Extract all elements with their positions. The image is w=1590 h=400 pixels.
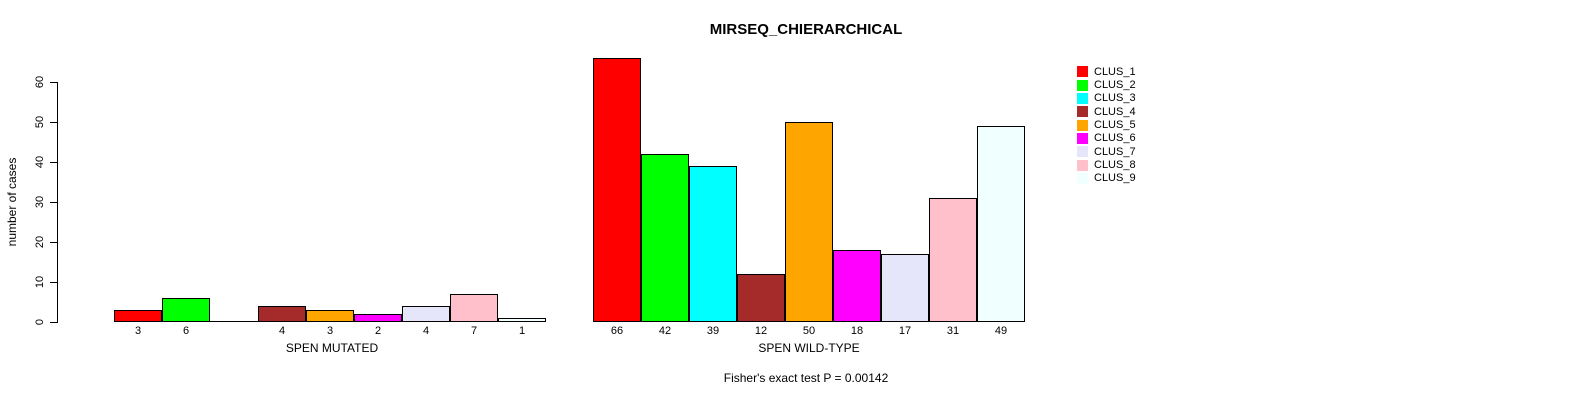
legend-item-clus_1: CLUS_1 xyxy=(1077,65,1136,78)
bar-value-label: 49 xyxy=(994,325,1008,337)
group-label-spen-mutated: SPEN MUTATED xyxy=(285,341,379,355)
legend-item-clus_3: CLUS_3 xyxy=(1077,92,1136,105)
bar-value-label: 3 xyxy=(134,325,142,337)
legend-label: CLUS_9 xyxy=(1094,172,1136,185)
bar-value-label: 6 xyxy=(182,325,190,337)
bar-clus_7-spen-mutated xyxy=(402,306,450,322)
bar-clus_2-spen-wild-type xyxy=(641,154,689,322)
bar-value-label: 3 xyxy=(326,325,334,337)
legend-item-clus_8: CLUS_8 xyxy=(1077,158,1136,171)
bar-value-label: 39 xyxy=(706,325,720,337)
y-tick xyxy=(50,282,57,283)
bar-value-label: 50 xyxy=(802,325,816,337)
y-axis-line xyxy=(57,82,58,323)
y-tick-label: 60 xyxy=(34,75,46,89)
chart-title: MIRSEQ_CHIERARCHICAL xyxy=(709,21,903,38)
legend-item-clus_6: CLUS_6 xyxy=(1077,132,1136,145)
legend-swatch xyxy=(1077,106,1088,118)
y-tick xyxy=(50,82,57,83)
bar-clus_6-spen-wild-type xyxy=(833,250,881,322)
y-tick xyxy=(50,322,57,323)
y-axis-title: number of cases xyxy=(5,157,19,247)
bar-clus_4-spen-wild-type xyxy=(737,274,785,322)
y-tick-label: 40 xyxy=(34,155,46,169)
bar-value-label: 18 xyxy=(850,325,864,337)
legend-label: CLUS_3 xyxy=(1094,92,1136,105)
legend-swatch xyxy=(1077,132,1088,144)
legend-label: CLUS_1 xyxy=(1094,65,1136,78)
bar-clus_6-spen-mutated xyxy=(354,314,402,322)
bar-value-label: 1 xyxy=(518,325,526,337)
bar-clus_1-spen-wild-type xyxy=(593,58,641,322)
bar-value-label: 31 xyxy=(946,325,960,337)
legend-label: CLUS_8 xyxy=(1094,159,1136,172)
legend: CLUS_1 CLUS_2 CLUS_3 CLUS_4 CLUS_5 CLUS_6 CLUS… xyxy=(1077,65,1136,185)
y-tick xyxy=(50,202,57,203)
legend-item-clus_9: CLUS_9 xyxy=(1077,172,1136,185)
bar-clus_8-spen-mutated xyxy=(450,294,498,322)
legend-label: CLUS_7 xyxy=(1094,145,1136,158)
legend-swatch xyxy=(1077,79,1088,91)
bar-clus_9-spen-mutated xyxy=(498,318,546,322)
bar-value-label: 7 xyxy=(470,325,478,337)
legend-label: CLUS_6 xyxy=(1094,132,1136,145)
legend-label: CLUS_2 xyxy=(1094,79,1136,92)
bar-value-label: 66 xyxy=(610,325,624,337)
bar-clus_3-zero xyxy=(210,321,258,322)
legend-item-clus_5: CLUS_5 xyxy=(1077,118,1136,131)
y-tick-label: 20 xyxy=(34,235,46,249)
bar-clus_2-spen-mutated xyxy=(162,298,210,322)
legend-swatch xyxy=(1077,146,1088,158)
annotation-fisher-test: Fisher's exact test P = 0.00142 xyxy=(723,371,889,385)
bar-clus_7-spen-wild-type xyxy=(881,254,929,322)
y-tick-label: 0 xyxy=(34,318,46,326)
bar-clus_5-spen-wild-type xyxy=(785,122,833,322)
bar-value-label: 4 xyxy=(278,325,286,337)
group-label-spen-wild-type: SPEN WILD-TYPE xyxy=(758,341,860,355)
legend-item-clus_7: CLUS_7 xyxy=(1077,145,1136,158)
legend-swatch xyxy=(1077,92,1088,104)
y-tick-label: 30 xyxy=(34,195,46,209)
legend-label: CLUS_5 xyxy=(1094,119,1136,132)
legend-swatch xyxy=(1077,172,1088,184)
legend-item-clus_4: CLUS_4 xyxy=(1077,105,1136,118)
bar-value-label: 17 xyxy=(898,325,912,337)
y-tick-label: 10 xyxy=(34,275,46,289)
legend-swatch xyxy=(1077,66,1088,78)
legend-label: CLUS_4 xyxy=(1094,105,1136,118)
legend-swatch xyxy=(1077,119,1088,131)
bar-clus_4-spen-mutated xyxy=(258,306,306,322)
bar-value-label: 42 xyxy=(658,325,672,337)
bar-value-label: 2 xyxy=(374,325,382,337)
y-tick xyxy=(50,162,57,163)
y-tick xyxy=(50,242,57,243)
legend-item-clus_2: CLUS_2 xyxy=(1077,78,1136,91)
bar-clus_1-spen-mutated xyxy=(114,310,162,322)
bar-clus_3-spen-wild-type xyxy=(689,166,737,322)
bar-value-label: 12 xyxy=(754,325,768,337)
bar-clus_8-spen-wild-type xyxy=(929,198,977,322)
bar-clus_5-spen-mutated xyxy=(306,310,354,322)
y-tick-label: 50 xyxy=(34,115,46,129)
y-tick xyxy=(50,122,57,123)
bar-value-label: 4 xyxy=(422,325,430,337)
bar-clus_9-spen-wild-type xyxy=(977,126,1025,322)
legend-swatch xyxy=(1077,159,1088,171)
